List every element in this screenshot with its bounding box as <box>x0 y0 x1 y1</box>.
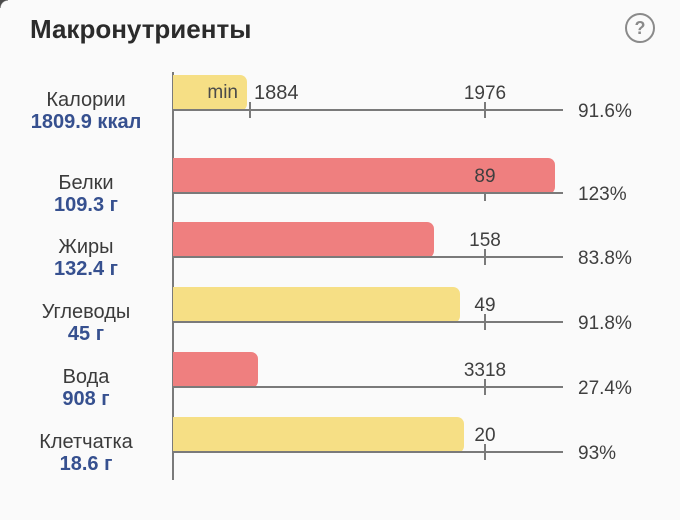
y-axis-line <box>172 72 174 480</box>
nutrient-bar <box>173 158 555 194</box>
nutrient-bar <box>173 417 464 453</box>
nutrient-row: Клетчатка 18.6 г 20 93% <box>0 417 680 475</box>
screen-corner-artifact <box>0 0 8 8</box>
nutrient-name: Углеводы <box>41 301 131 323</box>
nutrient-value: 132.4 г <box>54 258 118 280</box>
norm-tick-label: 158 <box>469 230 501 251</box>
nutrient-label: Клетчатка 18.6 г <box>6 431 166 475</box>
axis-baseline <box>173 109 563 111</box>
nutrient-bar: min <box>173 75 247 111</box>
axis-baseline <box>173 192 563 194</box>
question-mark-icon: ? <box>634 18 646 38</box>
percent-of-norm: 91.8% <box>578 313 632 334</box>
percent-of-norm: 91.6% <box>578 101 632 122</box>
norm-tick-label: 20 <box>474 425 496 446</box>
nutrient-row: Жиры 132.4 г 158 83.8% <box>0 222 680 280</box>
axis-baseline <box>173 386 563 388</box>
nutrient-value: 109.3 г <box>54 194 118 216</box>
axis-baseline <box>173 451 563 453</box>
min-tick-label: 1884 <box>254 82 299 104</box>
nutrient-name: Клетчатка <box>39 431 133 453</box>
nutrient-label: Белки 109.3 г <box>6 172 166 216</box>
help-button[interactable]: ? <box>625 13 655 43</box>
nutrient-name: Калории <box>46 89 126 111</box>
nutrient-value: 18.6 г <box>59 453 113 475</box>
nutrient-row: Калории 1809.9 ккал min 1976 1884 91.6% <box>0 75 680 133</box>
nutrient-name: Белки <box>58 172 114 194</box>
percent-of-norm: 93% <box>578 443 617 464</box>
nutrient-value: 908 г <box>62 388 110 410</box>
nutrient-row: Вода 908 г 3318 27.4% <box>0 352 680 410</box>
nutrient-bar <box>173 287 460 323</box>
nutrient-value: 1809.9 ккал <box>30 111 142 133</box>
norm-tick-label: 3318 <box>463 360 507 381</box>
page-title: Макронутриенты <box>30 14 252 44</box>
nutrient-row: Углеводы 45 г 49 91.8% <box>0 287 680 345</box>
nutrient-name: Жиры <box>58 236 114 258</box>
nutrient-label: Углеводы 45 г <box>6 301 166 345</box>
nutrient-label: Жиры 132.4 г <box>6 236 166 280</box>
percent-of-norm: 123% <box>578 184 627 205</box>
percent-of-norm: 27.4% <box>578 378 632 399</box>
norm-tick-label: 1976 <box>463 83 507 104</box>
axis-baseline <box>173 256 563 258</box>
nutrient-bar <box>173 222 434 258</box>
nutrient-bar <box>173 352 258 388</box>
norm-tick-label: 89 <box>474 166 496 187</box>
nutrient-label: Вода 908 г <box>6 366 166 410</box>
axis-baseline <box>173 321 563 323</box>
percent-of-norm: 83.8% <box>578 248 632 269</box>
bar-min-label: min <box>207 82 238 103</box>
nutrient-value: 45 г <box>67 323 105 345</box>
nutrient-name: Вода <box>62 366 110 388</box>
nutrient-row: Белки 109.3 г 89 123% <box>0 158 680 216</box>
norm-tick-label: 49 <box>474 295 496 316</box>
nutrient-label: Калории 1809.9 ккал <box>6 89 166 133</box>
